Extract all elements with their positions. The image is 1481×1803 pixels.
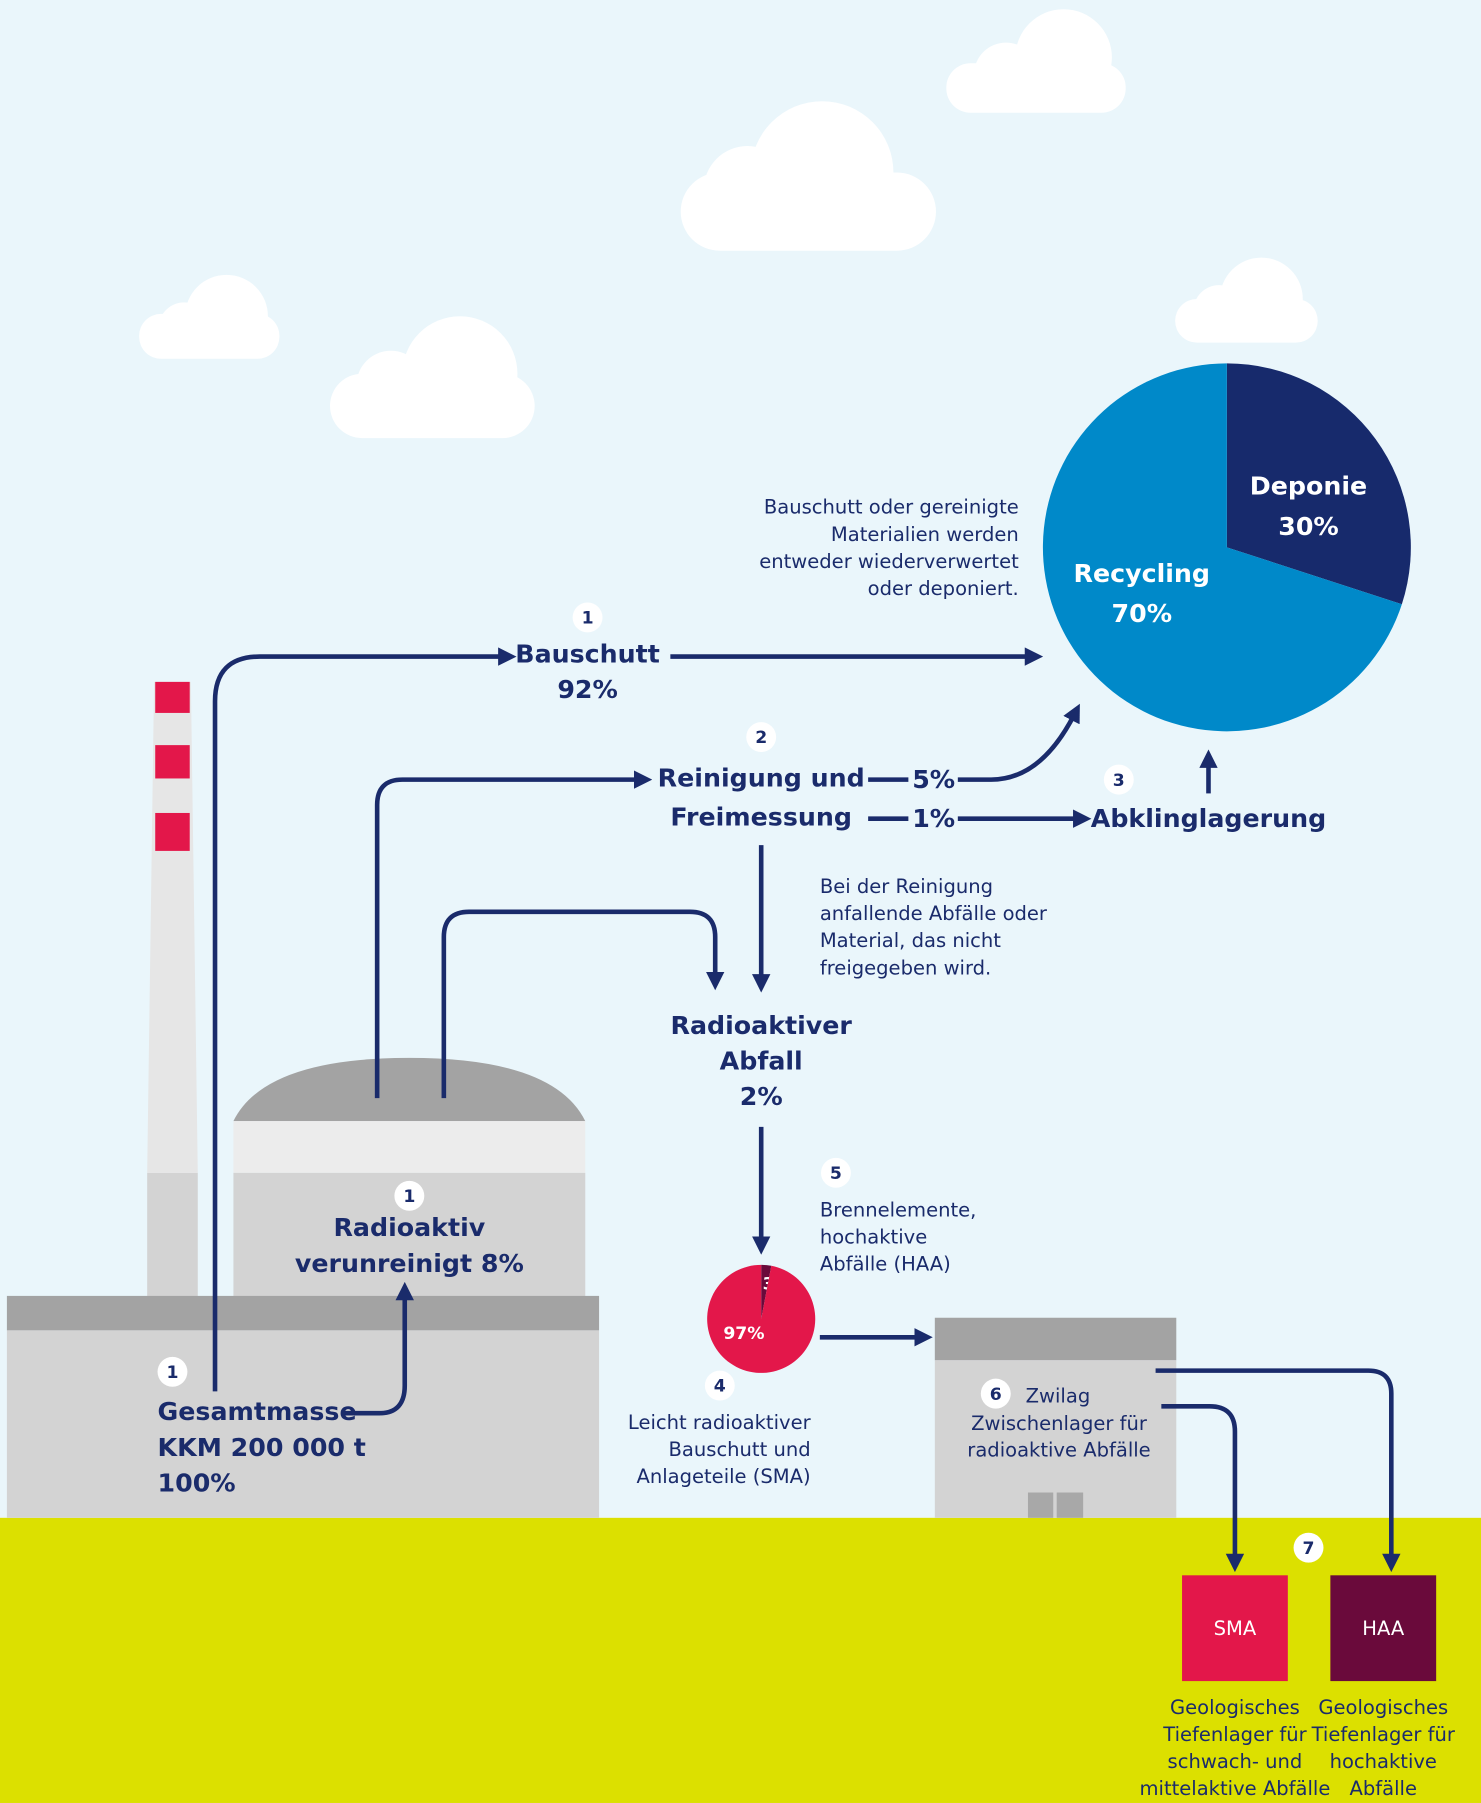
badge-number: 1: [582, 609, 594, 629]
note: Zwilag: [1026, 1385, 1091, 1408]
note: Leicht radioaktiver: [628, 1411, 812, 1434]
note: Bei der Reinigung: [820, 875, 993, 898]
repository-note: Geologisches: [1318, 1696, 1448, 1719]
note: Zwischenlager für: [971, 1412, 1148, 1435]
note: Bauschutt und: [669, 1438, 811, 1461]
repository-note: schwach- und: [1168, 1750, 1303, 1773]
node-label: KKM 200 000 t: [158, 1433, 366, 1462]
slice-name: Recycling: [1074, 559, 1211, 588]
node-label: Abklinglagerung: [1091, 804, 1326, 833]
note: hochaktive: [820, 1225, 927, 1248]
badge-number: 1: [166, 1363, 178, 1383]
badge-number: 1: [403, 1187, 415, 1207]
node-label: Radioaktiv: [333, 1213, 485, 1242]
note: freigegeben wird.: [820, 956, 991, 979]
note: anfallende Abfälle oder: [820, 902, 1048, 925]
badge-number: 4: [714, 1377, 726, 1397]
note: Abfälle (HAA): [820, 1252, 951, 1275]
rate: 1%: [912, 804, 955, 833]
badge-number: 3: [1113, 771, 1125, 791]
badge-number: 6: [990, 1385, 1002, 1405]
note: Anlageteile (SMA): [636, 1465, 810, 1488]
node-label: verunreinigt 8%: [295, 1249, 524, 1278]
slice-label: 97%: [723, 1324, 764, 1344]
repository-note: Abfälle: [1350, 1777, 1417, 1800]
repository-note: Tiefenlager für: [1162, 1723, 1307, 1746]
repository-note: Geologisches: [1170, 1696, 1300, 1719]
repository-note: Tiefenlager für: [1311, 1723, 1456, 1746]
repository-note: mittelaktive Abfälle: [1140, 1777, 1331, 1800]
slice-label: 30%: [1278, 512, 1339, 541]
node-label: Reinigung und: [658, 764, 865, 793]
badge-number: 5: [830, 1164, 842, 1184]
box-label: HAA: [1362, 1617, 1405, 1640]
note: entweder wiederverwertet: [759, 550, 1019, 573]
note: radioaktive Abfälle: [967, 1439, 1150, 1462]
pie-slice: [707, 1265, 815, 1373]
node-label: 2%: [740, 1082, 783, 1111]
node-label: Bauschutt: [515, 639, 660, 668]
note: Material, das nicht: [820, 929, 1001, 952]
rate: 5%: [912, 765, 955, 794]
repository-note: hochaktive: [1330, 1750, 1437, 1773]
slice-label: 70%: [1112, 599, 1173, 628]
note: Brennelemente,: [820, 1198, 977, 1221]
page: 1 Bauschutt 92% 2 Reinigung und Freimessung 5%…: [0, 0, 1481, 1803]
node-label: 100%: [158, 1468, 236, 1497]
node-label: Abfall: [720, 1046, 803, 1075]
node-label: Gesamtmasse: [158, 1397, 357, 1426]
node-label: 92%: [557, 675, 618, 704]
note: Bauschutt oder gereinigte: [764, 496, 1019, 519]
badge-number: 2: [755, 728, 767, 748]
diagram: 1 Bauschutt 92% 2 Reinigung und Freimessung 5%…: [0, 0, 1481, 1803]
note: oder deponiert.: [868, 577, 1019, 600]
node-label: Freimessung: [670, 803, 852, 832]
note: Materialien werden: [831, 523, 1019, 546]
slice-name: Deponie: [1250, 472, 1367, 501]
node-label: Radioaktiver: [671, 1011, 853, 1040]
badge-number: 7: [1303, 1539, 1315, 1559]
box-label: SMA: [1214, 1617, 1257, 1640]
